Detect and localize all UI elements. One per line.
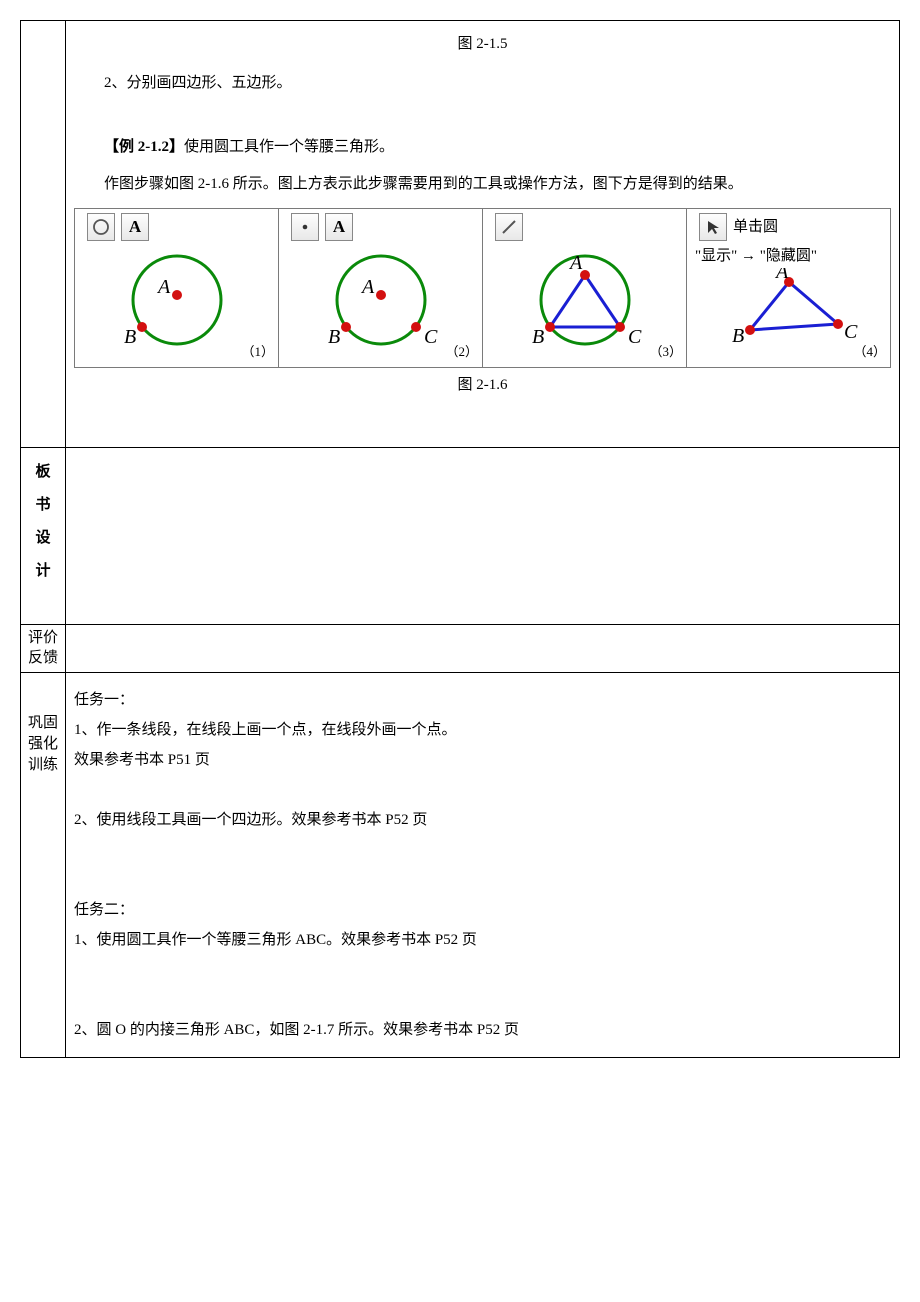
svg-text:C: C bbox=[424, 326, 438, 348]
pingjia-content bbox=[66, 625, 900, 673]
fig-panel-2: A A B C bbox=[279, 209, 483, 368]
row1-side bbox=[21, 21, 66, 448]
panel3-label: （3） bbox=[649, 340, 682, 363]
panel1-svg: A B bbox=[102, 245, 252, 355]
fig-panel-1: A A B （1） bbox=[75, 209, 279, 368]
banshu-side: 板 书 设 计 bbox=[21, 448, 66, 625]
label-tool-icon: A bbox=[121, 213, 149, 241]
task1-item1: 1、作一条线段，在线段上画一个点，在线段外画一个点。 bbox=[74, 715, 891, 745]
svg-text:C: C bbox=[628, 326, 642, 348]
svg-text:A: A bbox=[568, 252, 583, 274]
task1-title: 任务一： bbox=[74, 685, 891, 715]
pingjia-side: 评价反馈 bbox=[21, 625, 66, 673]
fig-panel-4: 单击圆 "显示" → "隐藏圆" A B bbox=[687, 209, 891, 368]
panel2-svg: A B C bbox=[306, 245, 456, 355]
panel4-svg: A B C bbox=[714, 268, 864, 348]
point-tool-icon bbox=[291, 213, 319, 241]
figure-2-1-6-caption: 图 2-1.6 bbox=[74, 372, 891, 399]
steps-text: 作图步骤如图 2-1.6 所示。图上方表示此步骤需要用到的工具或操作方法，图下方… bbox=[74, 171, 891, 198]
panel4-hint1: 单击圆 bbox=[733, 214, 778, 241]
example-2-1-2: 【例 2-1.2】使用圆工具作一个等腰三角形。 bbox=[74, 134, 891, 161]
example-text: 使用圆工具作一个等腰三角形。 bbox=[184, 139, 394, 155]
segment-tool-icon bbox=[495, 213, 523, 241]
task1-ref: 效果参考书本 P51 页 bbox=[74, 745, 891, 775]
lesson-plan-table: 图 2-1.5 2、分别画四边形、五边形。 【例 2-1.2】使用圆工具作一个等… bbox=[20, 20, 900, 1058]
svg-text:A: A bbox=[360, 276, 375, 298]
gonggu-content: 任务一： 1、作一条线段，在线段上画一个点，在线段外画一个点。 效果参考书本 P… bbox=[66, 673, 900, 1058]
banshu-content bbox=[66, 448, 900, 625]
row1-content: 图 2-1.5 2、分别画四边形、五边形。 【例 2-1.2】使用圆工具作一个等… bbox=[66, 21, 900, 448]
svg-text:B: B bbox=[532, 326, 544, 348]
figure-2-1-6: A A B （1） bbox=[74, 208, 891, 368]
svg-text:A: A bbox=[774, 268, 789, 283]
svg-text:B: B bbox=[328, 326, 340, 348]
panel4-hint2: "显示" → "隐藏圆" bbox=[695, 245, 886, 268]
task1-item2: 2、使用线段工具画一个四边形。效果参考书本 P52 页 bbox=[74, 805, 891, 835]
pointer-tool-icon bbox=[699, 213, 727, 241]
svg-text:B: B bbox=[124, 326, 136, 348]
svg-text:B: B bbox=[732, 325, 744, 347]
panel3-svg: A B C bbox=[510, 245, 660, 355]
figure-2-1-5-caption: 图 2-1.5 bbox=[74, 31, 891, 58]
label-tool-icon: A bbox=[325, 213, 353, 241]
task2-item2: 2、圆 O 的内接三角形 ABC，如图 2-1.7 所示。效果参考书本 P52 … bbox=[74, 1015, 891, 1045]
fig-panel-3: A B C （3） bbox=[483, 209, 687, 368]
panel1-label: （1） bbox=[241, 340, 274, 363]
task2-title: 任务二： bbox=[74, 895, 891, 925]
panel2-label: （2） bbox=[445, 340, 478, 363]
svg-text:A: A bbox=[156, 276, 171, 298]
example-label: 【例 2-1.2】 bbox=[104, 139, 184, 155]
task2-item1: 1、使用圆工具作一个等腰三角形 ABC。效果参考书本 P52 页 bbox=[74, 925, 891, 955]
panel4-label: （4） bbox=[853, 340, 886, 363]
circle-tool-icon bbox=[87, 213, 115, 241]
gonggu-side: 巩固强化训练 bbox=[21, 673, 66, 1058]
line-2: 2、分别画四边形、五边形。 bbox=[74, 70, 891, 97]
